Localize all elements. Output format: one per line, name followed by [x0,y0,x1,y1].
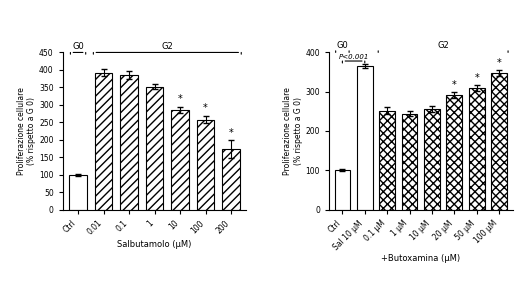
Text: *: * [452,80,457,90]
Text: G2: G2 [437,41,449,50]
Text: G0: G0 [336,41,348,50]
X-axis label: Salbutamolo (μM): Salbutamolo (μM) [117,239,192,249]
Text: *: * [474,73,479,83]
Bar [491,73,507,210]
Bar [197,120,214,210]
X-axis label: +Butoxamina (μM): +Butoxamina (μM) [381,254,460,263]
Bar [379,111,395,210]
Bar [469,88,484,210]
Bar [120,75,138,210]
Text: G2: G2 [162,42,173,51]
Text: P<0.001: P<0.001 [338,54,369,60]
Bar [335,170,350,210]
Text: *: * [497,58,502,68]
Bar [447,95,462,210]
Text: *: * [229,127,233,138]
Bar [357,66,372,210]
Bar [402,114,417,210]
Text: *: * [178,94,183,104]
Bar [424,109,440,210]
Bar [95,73,112,210]
Bar [69,175,87,210]
Y-axis label: Proliferazione cellulare
(% rispetto a G 0): Proliferazione cellulare (% rispetto a G… [17,87,36,175]
Bar [145,87,164,210]
Y-axis label: Proliferazione cellulare
(% rispetto a G 0): Proliferazione cellulare (% rispetto a G… [283,87,302,175]
Text: G0: G0 [72,42,84,51]
Bar [222,149,240,210]
Text: *: * [203,104,208,113]
Bar [171,110,189,210]
